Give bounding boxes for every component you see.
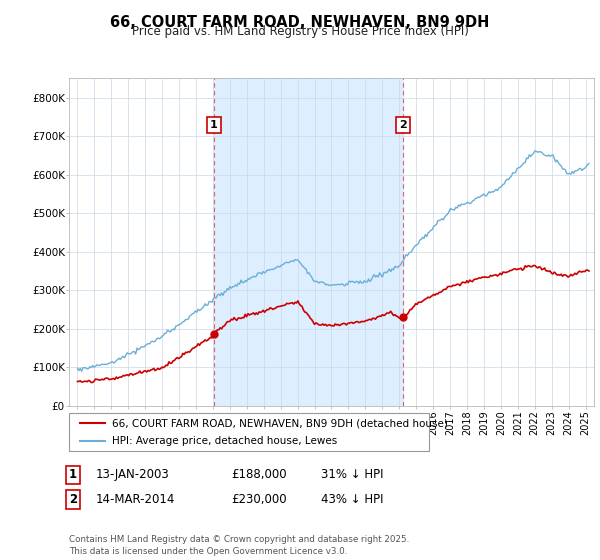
Text: Price paid vs. HM Land Registry's House Price Index (HPI): Price paid vs. HM Land Registry's House … xyxy=(131,25,469,38)
Text: 14-MAR-2014: 14-MAR-2014 xyxy=(96,493,175,506)
Text: 1: 1 xyxy=(210,120,218,130)
FancyBboxPatch shape xyxy=(69,413,429,451)
Text: 66, COURT FARM ROAD, NEWHAVEN, BN9 9DH: 66, COURT FARM ROAD, NEWHAVEN, BN9 9DH xyxy=(110,15,490,30)
Text: 31% ↓ HPI: 31% ↓ HPI xyxy=(321,468,383,482)
Text: 2: 2 xyxy=(399,120,407,130)
Text: £230,000: £230,000 xyxy=(231,493,287,506)
Text: 13-JAN-2003: 13-JAN-2003 xyxy=(96,468,170,482)
Text: HPI: Average price, detached house, Lewes: HPI: Average price, detached house, Lewe… xyxy=(112,436,337,446)
Text: £188,000: £188,000 xyxy=(231,468,287,482)
Text: 43% ↓ HPI: 43% ↓ HPI xyxy=(321,493,383,506)
Text: Contains HM Land Registry data © Crown copyright and database right 2025.
This d: Contains HM Land Registry data © Crown c… xyxy=(69,535,409,556)
Text: 66, COURT FARM ROAD, NEWHAVEN, BN9 9DH (detached house): 66, COURT FARM ROAD, NEWHAVEN, BN9 9DH (… xyxy=(112,418,448,428)
Text: 1: 1 xyxy=(69,468,77,482)
Text: 2: 2 xyxy=(69,493,77,506)
Bar xyxy=(214,78,403,406)
